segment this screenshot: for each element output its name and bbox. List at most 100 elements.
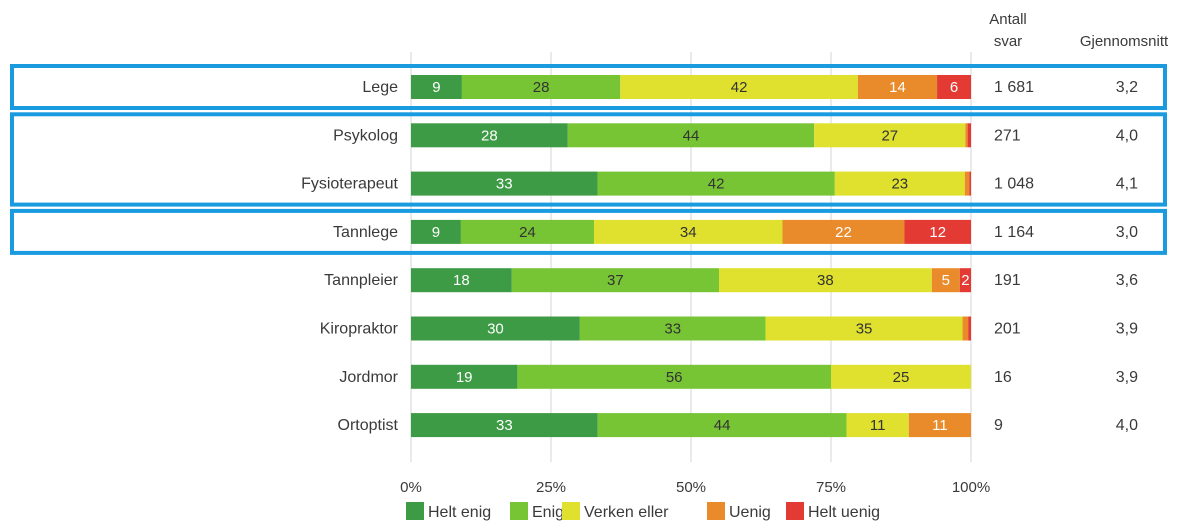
bar-segment [461, 75, 621, 99]
data-label: 28 [533, 79, 550, 96]
legend-swatch [510, 502, 528, 520]
data-label: 11 [932, 417, 948, 434]
antall-svar-value: 16 [994, 369, 1012, 386]
gjennomsnitt-value: 3,2 [1116, 79, 1138, 96]
bar-segment [962, 316, 969, 341]
antall-svar-value: 201 [994, 321, 1021, 338]
x-tick-label: 0% [400, 479, 422, 496]
category-labels: Lege Psykolog Fysioterapeut Tannlege Tannple… [301, 79, 399, 434]
data-label: 33 [496, 417, 513, 434]
highlight-boxes [10, 64, 1167, 255]
data-label: 28 [481, 127, 498, 144]
legend-label: Verken eller [584, 504, 669, 521]
data-label: 42 [731, 79, 748, 96]
data-label: 18 [453, 272, 470, 289]
gjennomsnitt-value: 4,1 [1116, 176, 1138, 193]
category-label: Tannpleier [324, 272, 399, 289]
bar-segment [959, 268, 971, 293]
data-label: 23 [891, 176, 908, 193]
bar-segment [517, 364, 831, 389]
bar-segment [765, 316, 963, 341]
antall-svar-value: 191 [994, 272, 1021, 289]
x-tick-label: 50% [676, 479, 706, 496]
grid-lines [410, 52, 972, 462]
bar-segment [719, 268, 932, 293]
category-label: Jordmor [339, 369, 398, 386]
bar-segment [904, 219, 971, 244]
x-tick-label: 100% [952, 479, 990, 496]
data-label: 11 [870, 417, 886, 434]
gjennomsnitt-value: 4,0 [1116, 417, 1138, 434]
data-label: 9 [432, 79, 440, 96]
data-label: 56 [666, 369, 683, 386]
category-label: Tannlege [333, 224, 398, 241]
legend-label: Enig [532, 504, 564, 521]
gjennomsnitt-value: 3,9 [1116, 321, 1138, 338]
category-label: Kiropraktor [320, 321, 399, 338]
bars: 9 28 42 14 6 28 44 27 33 42 23 9 24 34 22 12 18 37 38 5 2 30 3… [411, 75, 971, 438]
antall-svar-value: 1 164 [994, 224, 1034, 241]
bar-segment [411, 413, 598, 438]
data-label: 5 [942, 272, 950, 289]
bar-segment [782, 219, 905, 244]
bar-segment [460, 219, 594, 244]
bar-segment [908, 413, 971, 438]
category-label: Fysioterapeut [301, 176, 398, 193]
data-label: 30 [487, 321, 504, 338]
bar-segment [597, 171, 835, 196]
bar-segment [597, 413, 847, 438]
x-tick-label: 75% [816, 479, 846, 496]
category-label: Ortoptist [338, 417, 399, 434]
value-table: Antall svar Gjennomsnitt 1 681 3,2 271 4,0 1… [989, 11, 1169, 434]
bar-segment [411, 123, 568, 148]
legend: Helt enig Enig Verken eller Uenig Helt uenig [406, 502, 880, 521]
category-label: Psykolog [333, 127, 398, 144]
antall-svar-value: 271 [994, 127, 1021, 144]
bar-segment [857, 75, 938, 99]
antall-svar-value: 1 048 [994, 176, 1034, 193]
highlight-box [10, 208, 1167, 255]
bar-segment [593, 219, 783, 244]
gjennomsnitt-value: 3,6 [1116, 272, 1138, 289]
legend-swatch [562, 502, 580, 520]
legend-label: Uenig [729, 504, 771, 521]
bar-segment [511, 268, 719, 293]
gjennomsnitt-value: 3,0 [1116, 224, 1138, 241]
data-label: 12 [929, 224, 946, 241]
bar-segment [964, 171, 970, 196]
data-label: 34 [680, 224, 697, 241]
data-label: 14 [889, 79, 906, 96]
legend-label: Helt uenig [808, 504, 880, 521]
bar-segment [814, 123, 966, 148]
bar-segment [411, 268, 512, 293]
bar-segment [937, 75, 971, 99]
bar-segment [411, 219, 461, 244]
bar-segment [411, 75, 462, 99]
bar-segment [620, 75, 858, 99]
data-label: 42 [708, 176, 725, 193]
data-label: 33 [496, 176, 513, 193]
bar-segment [831, 364, 971, 389]
bar-segment [411, 364, 518, 389]
bar-segment [411, 171, 598, 196]
data-label: 44 [714, 417, 731, 434]
bar-segment [567, 123, 815, 148]
bar-segment [834, 171, 965, 196]
antall-header-line1: Antall [989, 11, 1027, 28]
bar-segment [968, 316, 971, 341]
bar-segment [967, 123, 971, 148]
data-label: 9 [432, 224, 440, 241]
antall-svar-value: 9 [994, 417, 1003, 434]
data-label: 24 [519, 224, 536, 241]
legend-swatch [786, 502, 804, 520]
highlight-box [10, 112, 1167, 207]
bar-segment [411, 316, 580, 341]
data-label: 25 [893, 369, 910, 386]
legend-swatch [406, 502, 424, 520]
bar-segment [846, 413, 909, 438]
gjennomsnitt-header: Gjennomsnitt [1080, 33, 1169, 50]
gjennomsnitt-value: 3,9 [1116, 369, 1138, 386]
data-label: 33 [664, 321, 681, 338]
antall-header-line2: svar [994, 33, 1022, 50]
